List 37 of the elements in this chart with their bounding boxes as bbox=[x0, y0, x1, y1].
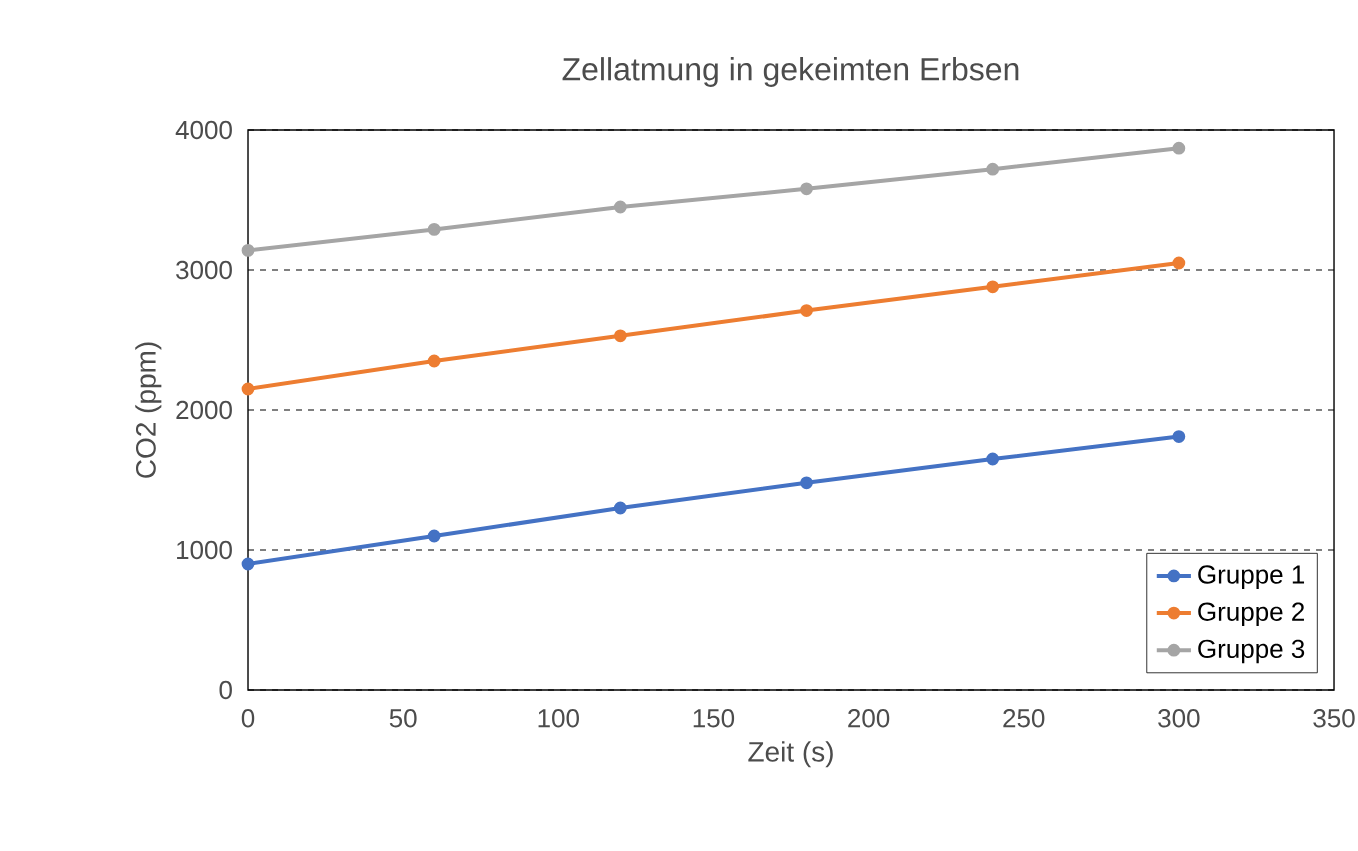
point bbox=[1172, 256, 1186, 270]
point bbox=[986, 452, 1000, 466]
y-tick-label: 1000 bbox=[177, 540, 232, 560]
chart-title: Zellatmung in gekeimten Erbsen bbox=[562, 57, 1019, 87]
point bbox=[241, 244, 255, 257]
point bbox=[427, 223, 441, 236]
x-tick-label: 250 bbox=[1003, 709, 1045, 728]
x-tick-label: 0 bbox=[241, 709, 255, 728]
point bbox=[800, 476, 813, 490]
y-tick-label: 2000 bbox=[176, 400, 232, 420]
point bbox=[986, 162, 1000, 176]
x-tick-label: 100 bbox=[538, 709, 579, 728]
point bbox=[1172, 141, 1186, 155]
point bbox=[800, 182, 813, 196]
y-tick-label: 4000 bbox=[175, 120, 232, 140]
x-tick-label: 150 bbox=[693, 709, 735, 728]
y-axis-title: CO2 (ppm) bbox=[135, 342, 162, 478]
point bbox=[427, 529, 441, 543]
x-tick-label: 200 bbox=[848, 709, 890, 728]
legend-label: Gruppe 2 bbox=[1198, 602, 1304, 627]
point bbox=[613, 200, 627, 214]
y-tick-label: 3000 bbox=[176, 260, 232, 280]
legend-label: Gruppe 3 bbox=[1198, 639, 1305, 664]
x-tick-label: 350 bbox=[1313, 709, 1355, 728]
x-tick-label: 50 bbox=[389, 709, 417, 728]
point bbox=[986, 280, 1000, 294]
point bbox=[800, 304, 813, 317]
x-tick-label: 300 bbox=[1158, 709, 1200, 728]
point bbox=[241, 557, 255, 571]
point bbox=[613, 501, 627, 515]
point bbox=[427, 354, 441, 368]
point bbox=[613, 329, 627, 343]
point bbox=[1172, 430, 1186, 443]
x-axis-title: Zeit (s) bbox=[748, 741, 833, 768]
point bbox=[241, 382, 255, 396]
y-tick-label: 0 bbox=[219, 680, 232, 700]
legend-label: Gruppe 1 bbox=[1198, 565, 1305, 589]
